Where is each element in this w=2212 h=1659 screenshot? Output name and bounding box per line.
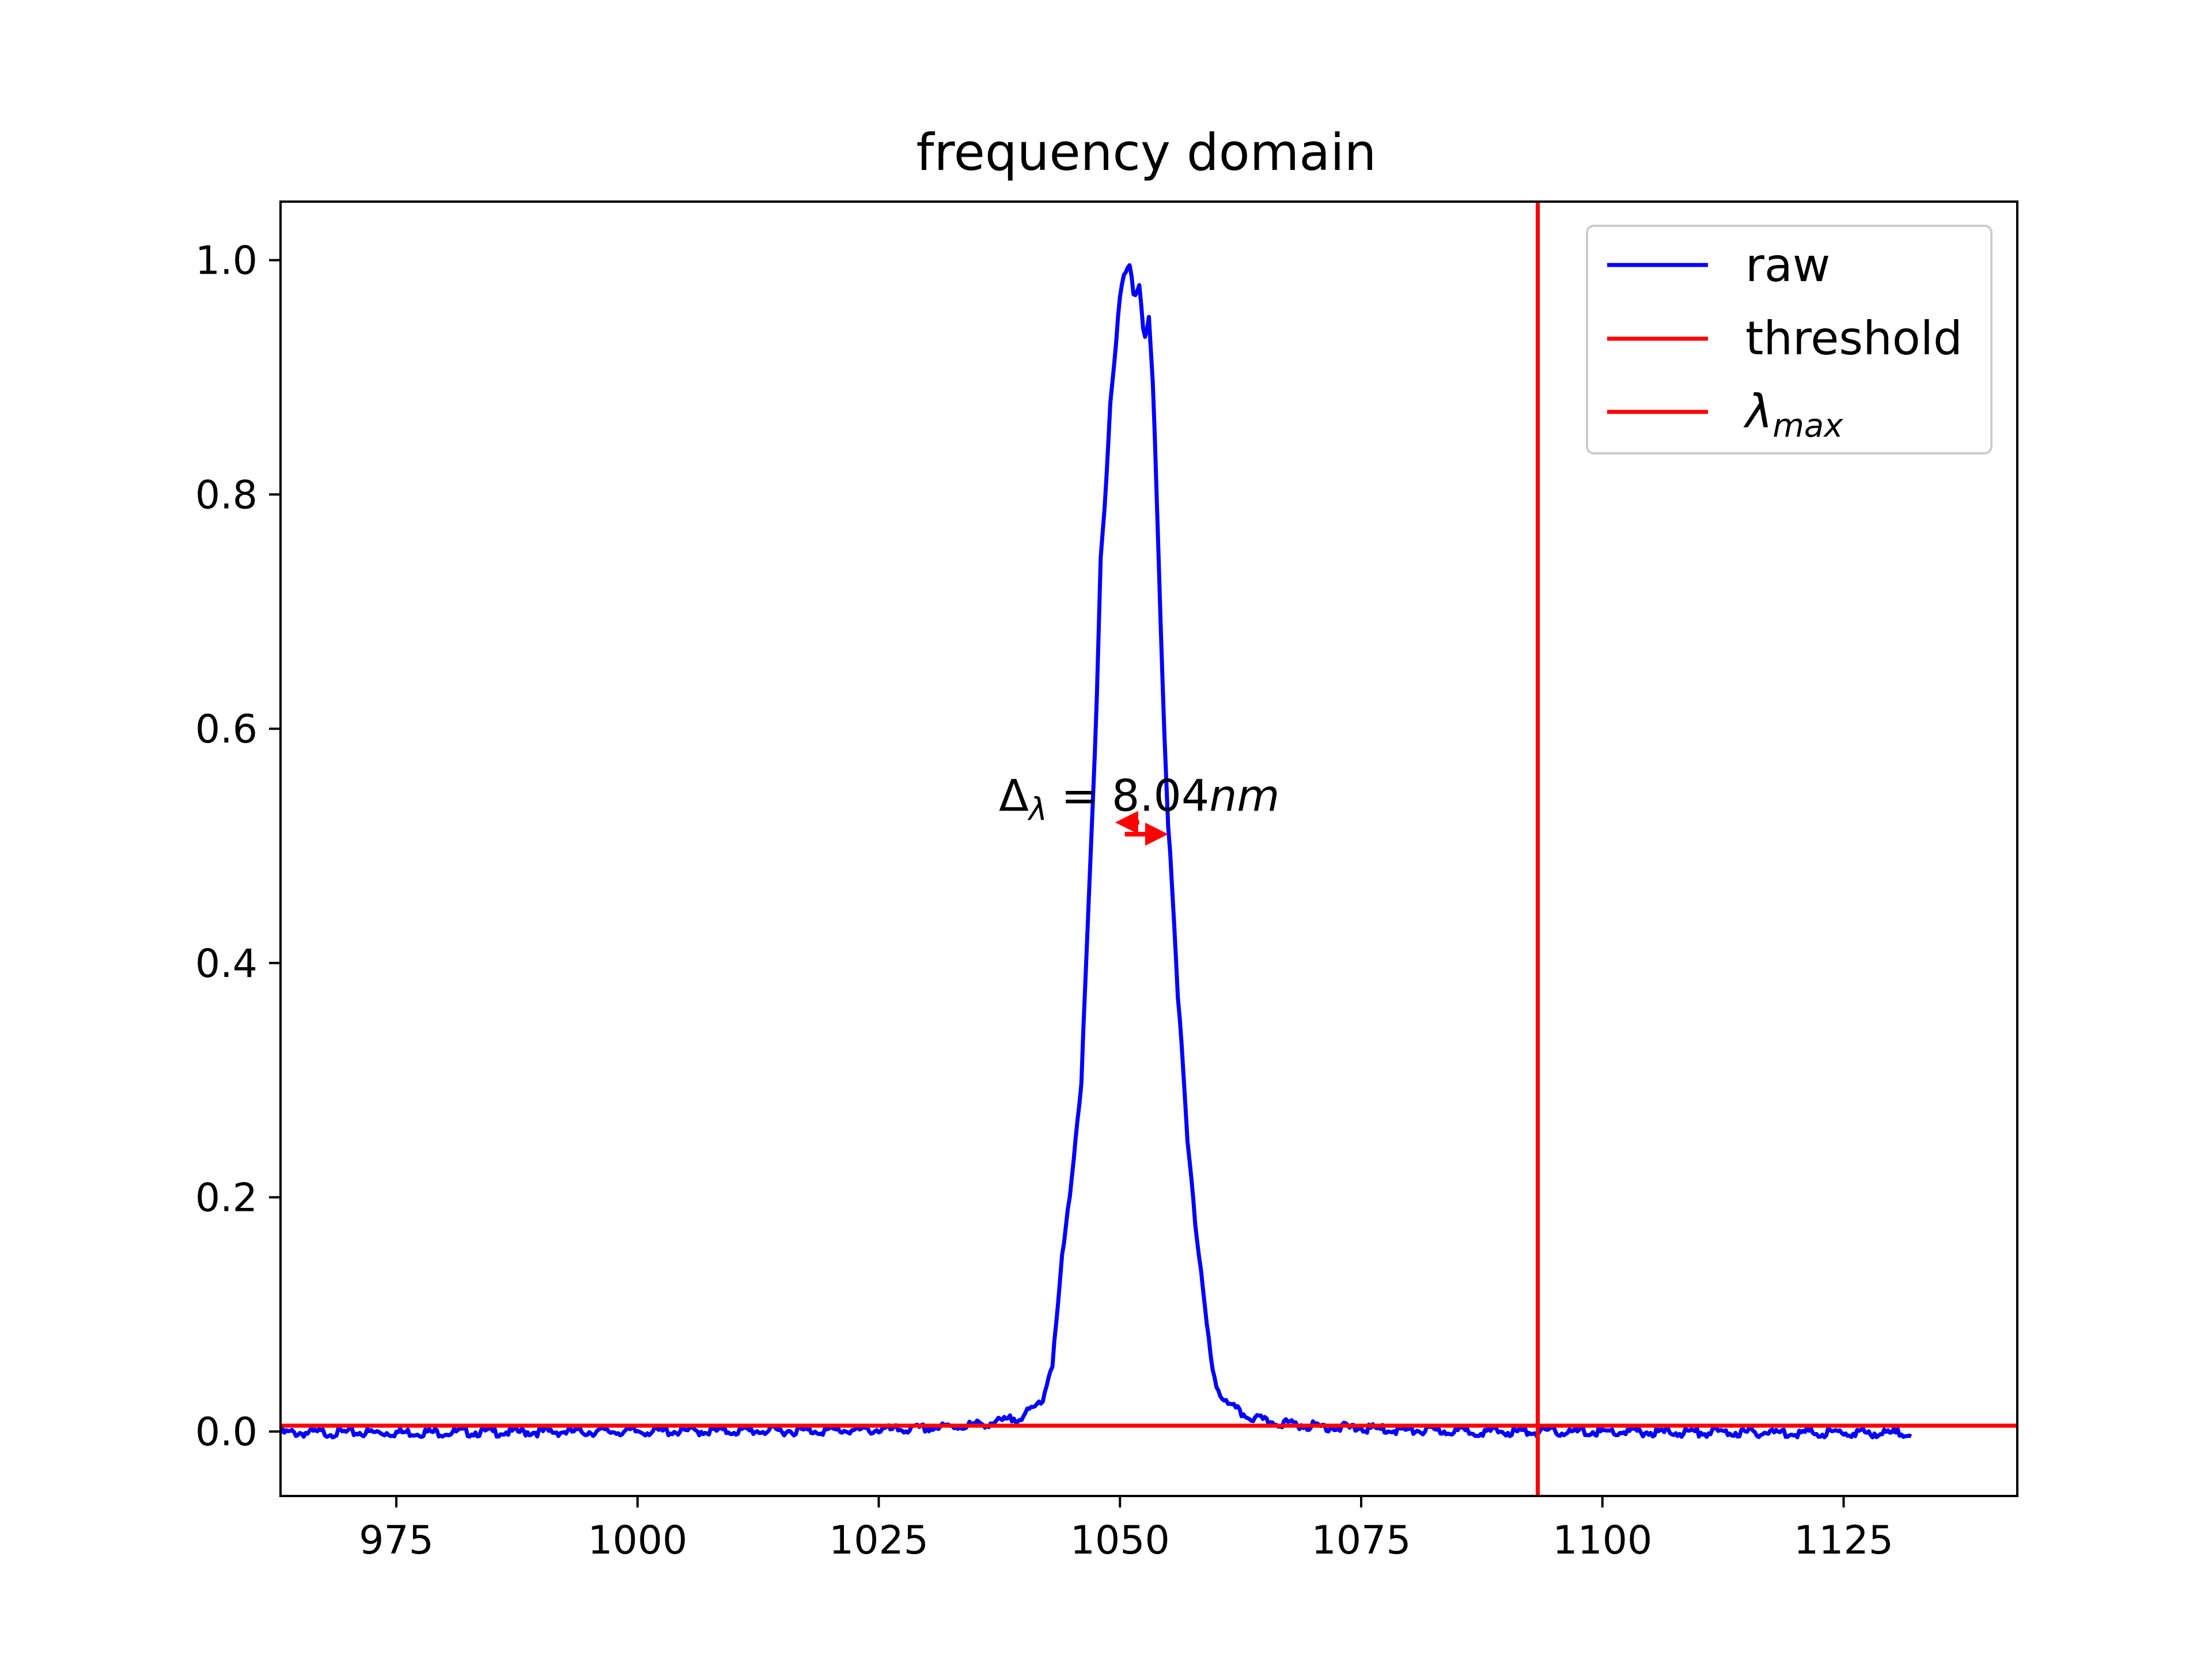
y-axis: 0.0 0.2 0.4 0.6 0.8 1.0 [195,238,281,1455]
y-tick-label: 0.2 [195,1175,257,1221]
x-tick-label: 975 [359,1518,434,1563]
legend: raw threshold λmax [1586,225,1993,454]
x-tick-label: 1000 [588,1518,687,1563]
legend-lambda-symbol: λ [1743,385,1772,438]
fwhm-delta-subscript: λ [1027,791,1047,828]
data-layer [281,202,2017,1496]
legend-label-raw: raw [1745,238,1830,292]
fwhm-unit: nm [1209,770,1279,821]
x-tick-label: 1075 [1311,1518,1411,1563]
x-axis: 975 1000 1025 1050 1075 1100 1125 [359,1496,1893,1563]
series-raw-line [281,263,1912,1440]
fwhm-value: = 8.04 [1047,770,1209,821]
legend-label-threshold: threshold [1745,312,1963,365]
fwhm-arrow-head [1145,823,1168,846]
plot-frame [279,200,2018,1497]
y-tick-label: 0.0 [195,1410,257,1455]
x-tick-label: 1100 [1552,1518,1652,1563]
legend-label-lambda-max: λmax [1743,385,1843,445]
fwhm-label: Δλ = 8.04nm [999,770,1279,828]
y-tick-label: 0.4 [195,941,257,987]
legend-box [1586,225,1993,454]
y-tick-label: 0.6 [195,707,257,752]
y-tick-label: 1.0 [195,238,257,284]
y-tick-label: 0.8 [195,472,257,518]
fwhm-annotation: Δλ = 8.04nm [999,770,1279,846]
fwhm-delta: Δ [999,770,1029,821]
x-tick-label: 1050 [1070,1518,1170,1563]
x-tick-label: 1025 [829,1518,929,1563]
legend-lambda-subscript: max [1772,407,1843,445]
fwhm-arrow-head [1115,810,1138,834]
x-tick-label: 1125 [1794,1518,1893,1563]
chart-title: frequency domain [916,123,1377,182]
